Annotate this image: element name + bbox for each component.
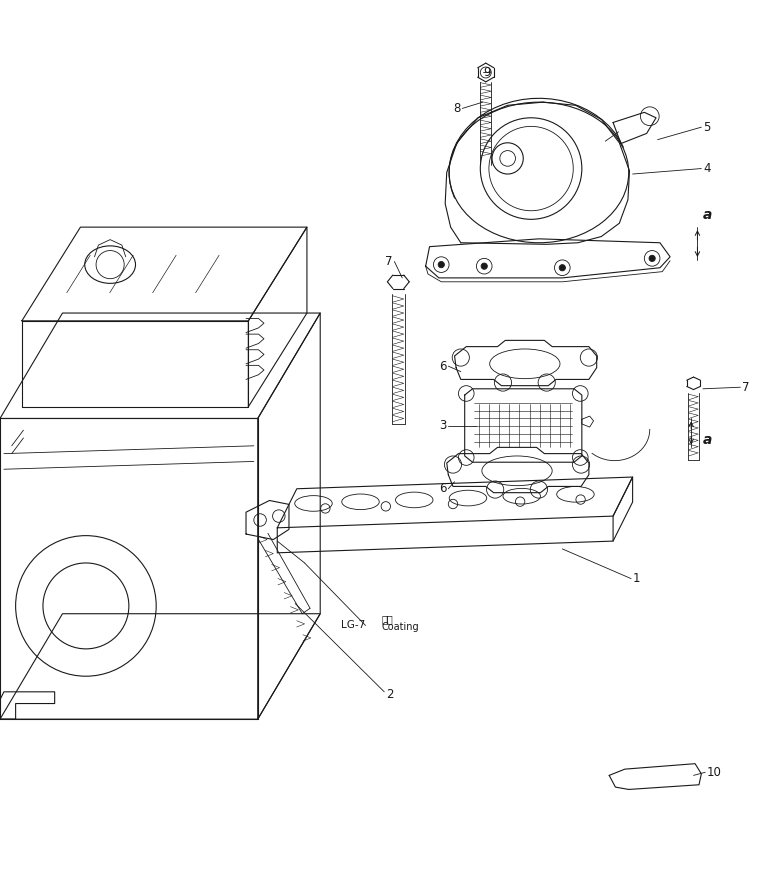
Text: 6: 6 <box>439 483 447 495</box>
Text: Coating: Coating <box>381 622 419 632</box>
Text: 塞布: 塞布 <box>381 614 393 625</box>
Text: a: a <box>703 208 712 223</box>
Circle shape <box>438 262 444 268</box>
Text: 5: 5 <box>703 121 710 134</box>
Text: 1: 1 <box>633 572 640 585</box>
Circle shape <box>559 265 565 271</box>
Text: 3: 3 <box>440 419 447 432</box>
Text: 10: 10 <box>707 766 722 779</box>
Ellipse shape <box>85 246 136 283</box>
Text: 2: 2 <box>387 688 394 701</box>
Circle shape <box>481 263 487 269</box>
Text: a: a <box>703 433 712 447</box>
Text: 6: 6 <box>439 360 447 372</box>
Circle shape <box>649 255 655 262</box>
Text: 4: 4 <box>703 162 711 175</box>
Text: 9: 9 <box>483 66 490 79</box>
Text: 7: 7 <box>742 381 750 393</box>
Text: 8: 8 <box>454 102 461 115</box>
Text: LG-7: LG-7 <box>341 620 366 631</box>
Text: 7: 7 <box>384 255 392 268</box>
